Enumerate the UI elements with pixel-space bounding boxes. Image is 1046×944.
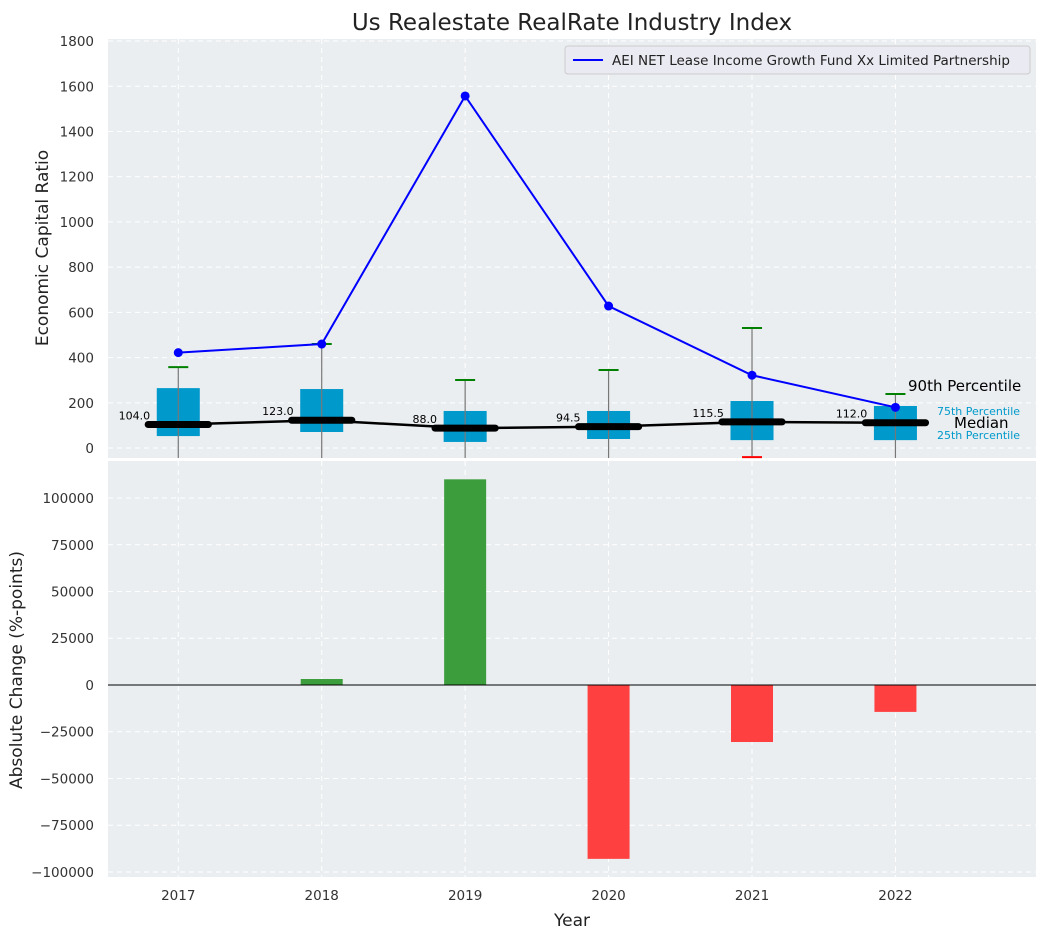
y-tick-label: 0 xyxy=(85,441,94,457)
change-bar xyxy=(300,679,343,685)
change-bar xyxy=(731,684,774,743)
change-bar xyxy=(444,479,487,685)
y-tick-label: −75000 xyxy=(40,818,94,834)
y-tick-label: −25000 xyxy=(40,725,94,741)
x-tick-label: 2022 xyxy=(878,888,912,904)
bottom-panel: −100000 −75000 −50000 −25000 0 25000 50000 7500… xyxy=(31,461,1036,904)
p90-annotation: 90th Percentile xyxy=(908,377,1021,395)
series-point xyxy=(460,91,470,101)
y-tick-label: 0 xyxy=(85,678,94,694)
x-tick-label: 2018 xyxy=(305,888,339,904)
y-tick-label: 800 xyxy=(68,260,94,276)
y-tick-label: −100000 xyxy=(31,865,94,881)
y-tick-label: 1200 xyxy=(60,170,94,186)
change-bar xyxy=(874,684,917,712)
plot-background xyxy=(108,461,1036,877)
median-label: 88.0 xyxy=(413,413,438,426)
series-line xyxy=(178,94,896,409)
x-tick-label: 2020 xyxy=(591,888,625,904)
x-tick-label: 2021 xyxy=(735,888,769,904)
median-label: 104.0 xyxy=(119,410,151,423)
y-tick-label: 75000 xyxy=(51,538,94,554)
top-y-axis-label: Economic Capital Ratio xyxy=(33,150,53,346)
bottom-y-axis-label: Absolute Change (%-points) xyxy=(7,551,27,789)
change-bar xyxy=(587,684,630,859)
median-label: 94.5 xyxy=(556,412,581,425)
legend: AEI NET Lease Income Growth Fund Xx Limi… xyxy=(564,45,1031,75)
legend-entry: AEI NET Lease Income Growth Fund Xx Limi… xyxy=(612,53,1010,69)
top-panel: 0 200 400 600 800 1000 1200 1400 1600 1800 104.0 12… xyxy=(60,34,1036,459)
y-tick-label: 1800 xyxy=(60,34,94,50)
x-tick-label: 2019 xyxy=(448,888,482,904)
series-point xyxy=(604,301,614,311)
legend-box xyxy=(564,45,1031,75)
y-tick-label: 50000 xyxy=(51,585,94,601)
plot-background xyxy=(108,39,1036,458)
series-point xyxy=(317,339,327,349)
y-tick-label: 25000 xyxy=(51,631,94,647)
y-tick-label: −50000 xyxy=(40,771,94,787)
y-tick-label: 200 xyxy=(68,396,94,412)
y-tick-label: 1600 xyxy=(60,79,94,95)
series-point xyxy=(747,370,757,380)
series-point xyxy=(890,402,900,412)
chart-title: Us Realestate RealRate Industry Index xyxy=(352,10,792,36)
median-label: 112.0 xyxy=(836,408,868,421)
y-tick-label: 600 xyxy=(68,305,94,321)
median-label: 115.5 xyxy=(692,407,724,420)
series-point xyxy=(173,348,183,358)
p25-annotation: 25th Percentile xyxy=(937,429,1020,442)
y-tick-label: 100000 xyxy=(42,491,94,507)
y-tick-label: 400 xyxy=(68,351,94,367)
y-tick-label: 1400 xyxy=(60,124,94,140)
median-label: 123.0 xyxy=(262,405,294,418)
x-axis-label: Year xyxy=(553,911,590,931)
p75-annotation: 75th Percentile xyxy=(937,405,1020,418)
y-tick-label: 1000 xyxy=(60,215,94,231)
x-tick-label: 2017 xyxy=(161,888,195,904)
median-annotation: Median xyxy=(954,414,1009,432)
